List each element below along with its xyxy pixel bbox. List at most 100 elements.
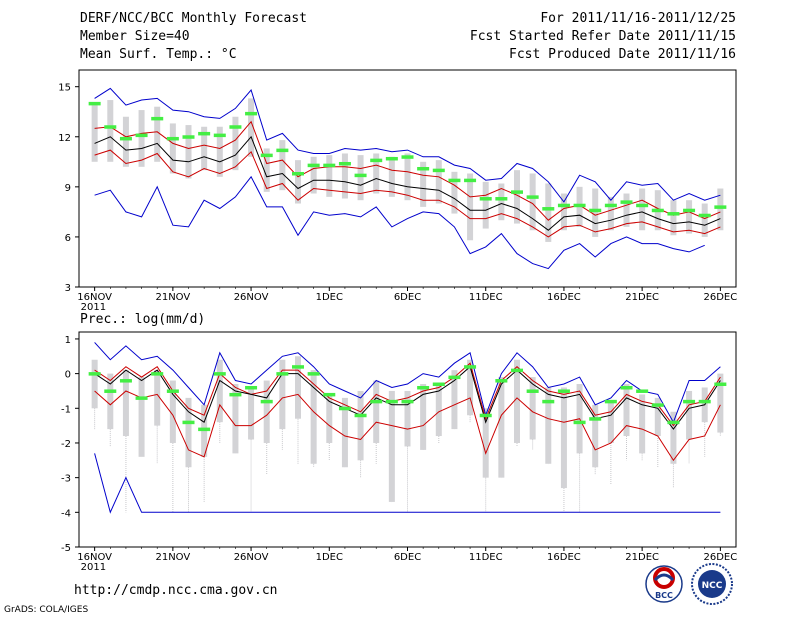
y-tick-label: 6 — [65, 233, 71, 244]
x-tick-label: 21NOV — [155, 292, 190, 303]
y-tick-label: 15 — [58, 83, 71, 94]
spread-box — [138, 377, 145, 457]
spread-box — [388, 390, 395, 502]
member-mark — [432, 168, 445, 173]
member-mark — [260, 153, 273, 158]
member-mark — [245, 385, 258, 390]
member-mark — [166, 136, 179, 141]
chart-panel-1: 3 6 9 12 15 16NOV 21NOV 26NOV 1DEC 6DEC 11DEC 16DEC… — [58, 69, 737, 313]
member-mark — [511, 190, 523, 194]
produced-date: Fcst Produced Date 2011/11/16 — [509, 47, 736, 62]
spread-box — [388, 156, 395, 197]
spread-box — [560, 387, 567, 489]
member-mark — [385, 156, 398, 161]
member-mark — [589, 417, 602, 421]
member-mark — [151, 372, 164, 376]
series-line-lower — [94, 149, 721, 238]
member-mark — [198, 131, 211, 136]
header-right: For 2011/11/16-2011/12/25 Fcst Started R… — [470, 10, 736, 64]
member-mark — [636, 203, 649, 208]
spread-box — [529, 377, 536, 440]
member-mark — [417, 385, 430, 390]
y-tick-label: -5 — [61, 543, 71, 554]
spread-box — [514, 359, 520, 443]
spread-box — [607, 401, 614, 443]
series-line-upper — [94, 120, 721, 221]
member-mark — [338, 406, 351, 411]
member-mark — [401, 399, 414, 404]
y-tick-label: -3 — [61, 474, 71, 485]
y-tick-label: 3 — [65, 283, 71, 294]
spread-box — [670, 411, 677, 464]
member-mark — [104, 389, 117, 393]
spread-box — [279, 140, 286, 191]
spread-box — [107, 100, 114, 162]
y-tick-label: 0 — [65, 370, 71, 381]
spread-box — [373, 380, 380, 443]
member-mark — [354, 413, 367, 418]
forecast-period: For 2011/11/16-2011/12/25 — [540, 11, 736, 26]
spread-box — [482, 181, 489, 229]
spread-box — [686, 390, 693, 440]
member-mark — [104, 125, 117, 129]
x-tick-label: 26DEC — [703, 292, 737, 303]
member-mark — [276, 372, 289, 376]
spread-box — [545, 387, 552, 464]
y-tick-label: 1 — [65, 335, 71, 346]
series-line-max — [94, 342, 721, 424]
member-mark — [714, 382, 727, 387]
member-mark — [698, 399, 711, 404]
member-mark — [667, 212, 680, 216]
spread-box — [670, 200, 677, 236]
x-year-label: 2011 — [81, 562, 106, 573]
footer-url[interactable]: http://cmdp.ncc.cma.gov.cn — [74, 583, 278, 598]
spread-box — [232, 116, 239, 171]
y-tick-label: -4 — [61, 508, 71, 519]
x-tick-label: 16NOV — [77, 292, 112, 303]
x-tick-label: 16NOV — [77, 552, 112, 563]
spread-box — [404, 390, 411, 447]
spread-box — [607, 196, 614, 231]
spread-box — [91, 359, 98, 409]
spread-box — [201, 126, 208, 171]
spread-box — [467, 173, 474, 241]
series-line-mean — [94, 135, 721, 231]
spread-box — [701, 203, 708, 237]
member-mark — [589, 208, 602, 213]
spread-box — [154, 106, 161, 162]
spread-box — [185, 125, 192, 179]
x-tick-label: 11DEC — [469, 292, 503, 303]
member-mark — [354, 173, 367, 178]
x-tick-label: 21NOV — [155, 552, 190, 563]
member-mark — [557, 203, 570, 208]
member-mark — [182, 135, 195, 139]
x-year-label: 2011 — [81, 302, 106, 313]
spread-box — [138, 110, 145, 167]
member-mark — [464, 365, 477, 369]
member-mark — [573, 203, 586, 208]
spread-box — [263, 380, 270, 443]
member-mark — [698, 213, 711, 218]
spread-box — [404, 153, 411, 201]
spread-box — [216, 126, 223, 177]
grads-credit: GrADS: COLA/IGES — [4, 605, 89, 615]
member-mark — [245, 111, 258, 116]
spread-box — [122, 116, 129, 167]
spread-box — [357, 155, 364, 201]
x-tick-label: 16DEC — [547, 292, 581, 303]
spread-box — [560, 193, 567, 231]
member-mark — [417, 166, 430, 171]
series-line-upper — [94, 362, 721, 427]
member-mark — [526, 195, 539, 199]
variable-label: Mean Surf. Temp.: °C — [80, 47, 237, 62]
spread-box — [295, 356, 301, 419]
spread-box — [185, 397, 192, 468]
x-tick-label: 16DEC — [547, 552, 581, 563]
member-mark — [166, 389, 179, 393]
member-mark — [479, 413, 492, 418]
member-mark — [511, 368, 523, 373]
spread-box — [498, 377, 505, 478]
member-mark — [479, 197, 492, 201]
header-left: DERF/NCC/BCC Monthly Forecast Member Siz… — [80, 10, 307, 64]
y-tick-label: 12 — [58, 133, 71, 144]
